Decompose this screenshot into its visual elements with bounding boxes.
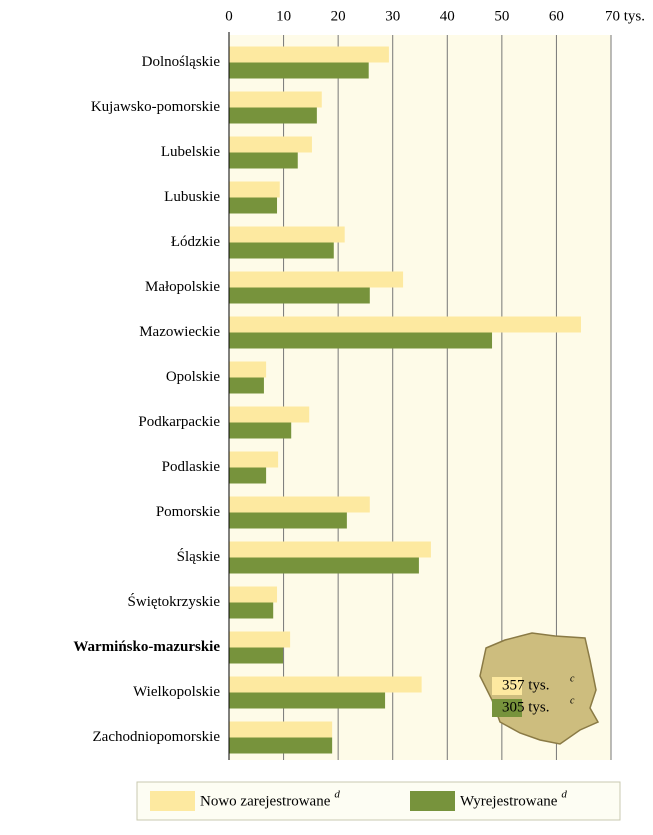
y-tick-label: Podkarpackie xyxy=(138,414,220,430)
bar xyxy=(229,361,267,378)
y-tick-label: Pomorskie xyxy=(156,504,221,520)
y-tick-label: Łódzkie xyxy=(171,234,220,250)
annotation: 357 tys. xyxy=(502,677,550,693)
y-tick-label: Podlaskie xyxy=(162,459,221,475)
bar xyxy=(229,226,345,243)
bar xyxy=(229,721,333,738)
bar xyxy=(229,332,493,349)
annotation-superscript: c xyxy=(570,673,575,684)
bar xyxy=(229,692,386,709)
legend-superscript: d xyxy=(561,789,567,801)
bar xyxy=(229,197,278,214)
bar xyxy=(229,271,404,288)
bar xyxy=(229,91,322,108)
bar xyxy=(229,287,370,304)
bar xyxy=(229,406,310,423)
annotation: 305 tys. xyxy=(502,699,550,715)
legend-swatch xyxy=(410,791,455,811)
annotation-swatch xyxy=(492,699,522,717)
bar xyxy=(229,586,278,603)
y-tick-label: Małopolskie xyxy=(145,279,220,295)
x-tick-label: 70 tys. xyxy=(605,8,645,24)
x-tick-label: 0 xyxy=(225,8,233,24)
x-tick-label: 50 xyxy=(494,8,509,24)
bar xyxy=(229,181,280,198)
legend-box xyxy=(136,781,621,821)
bar xyxy=(229,46,389,63)
legend-superscript: d xyxy=(334,789,340,801)
bar xyxy=(229,467,267,484)
bar xyxy=(229,647,284,664)
bar xyxy=(229,496,370,513)
bar xyxy=(229,422,292,439)
bar xyxy=(229,631,291,648)
bar xyxy=(229,602,274,619)
x-tick-label: 40 xyxy=(440,8,455,24)
y-tick-label: Lubelskie xyxy=(161,144,220,160)
bar xyxy=(229,377,264,394)
y-tick-label: Wielkopolskie xyxy=(133,684,220,700)
bar xyxy=(229,512,347,529)
x-tick-label: 60 xyxy=(549,8,564,24)
bar xyxy=(229,62,369,79)
bar xyxy=(229,676,422,693)
bar xyxy=(229,557,419,574)
annotation-swatch xyxy=(492,677,522,695)
y-tick-label: Kujawsko-pomorskie xyxy=(91,99,220,115)
x-tick-label: 30 xyxy=(385,8,400,24)
bar xyxy=(229,107,317,124)
y-tick-label: Warmińsko-mazurskie xyxy=(73,639,220,655)
x-tick-label: 10 xyxy=(276,8,291,24)
y-tick-label: Lubuskie xyxy=(164,189,220,205)
bar xyxy=(229,737,333,754)
annotation-superscript: c xyxy=(570,695,575,706)
y-tick-label: Mazowieckie xyxy=(139,324,220,340)
bar xyxy=(229,152,298,169)
bar xyxy=(229,451,279,468)
y-tick-label: Śląskie xyxy=(177,548,221,565)
bar xyxy=(229,541,431,558)
y-tick-label: Dolnośląskie xyxy=(142,54,221,70)
y-tick-label: Opolskie xyxy=(166,369,221,385)
bar xyxy=(229,136,312,153)
bar xyxy=(229,242,334,259)
legend-label: Wyrejestrowane xyxy=(460,793,558,809)
y-tick-label: Świętokrzyskie xyxy=(128,593,221,610)
legend-label: Nowo zarejestrowane xyxy=(200,793,331,809)
legend-swatch xyxy=(150,791,195,811)
x-tick-label: 20 xyxy=(331,8,346,24)
bar xyxy=(229,316,581,333)
y-tick-label: Zachodniopomorskie xyxy=(93,729,221,745)
